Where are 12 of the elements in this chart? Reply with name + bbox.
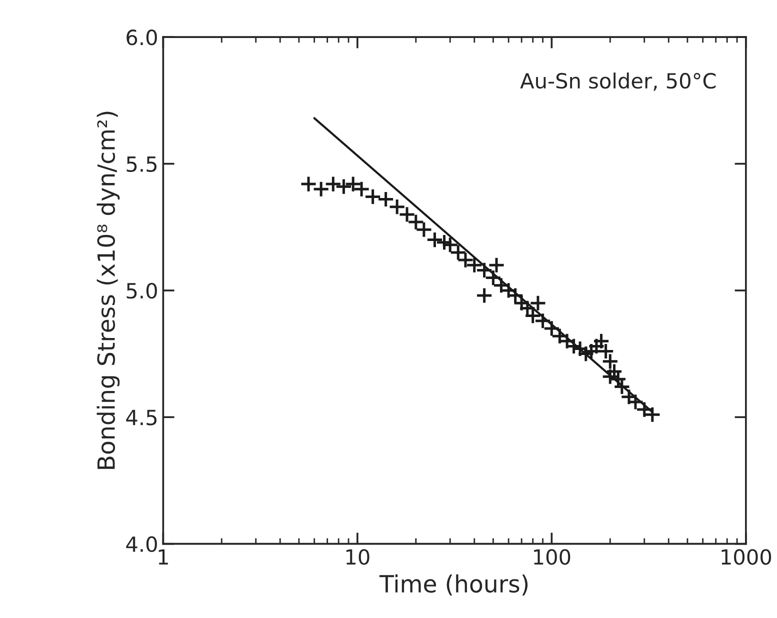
y-tick-label: 5.5 [126, 156, 156, 172]
x-tick-label: 1 [158, 549, 168, 565]
y-tick-label: 4.5 [126, 410, 156, 426]
y-tick-label: 5.0 [126, 282, 157, 299]
x-tick-label: 1000 [722, 549, 772, 565]
y-tick-label: 4.0 [126, 536, 157, 552]
x-axis-title: Time (hours) [379, 574, 528, 596]
annotation: Au-Sn solder, 50°C [520, 72, 716, 91]
y-tick-label: 6.0 [126, 30, 157, 46]
x-tick-label: 10 [346, 549, 370, 565]
y-axis-title: Bonding Stress (x10⁸ dyn/cm²) [96, 112, 120, 469]
x-tick-label: 100 [534, 549, 570, 565]
